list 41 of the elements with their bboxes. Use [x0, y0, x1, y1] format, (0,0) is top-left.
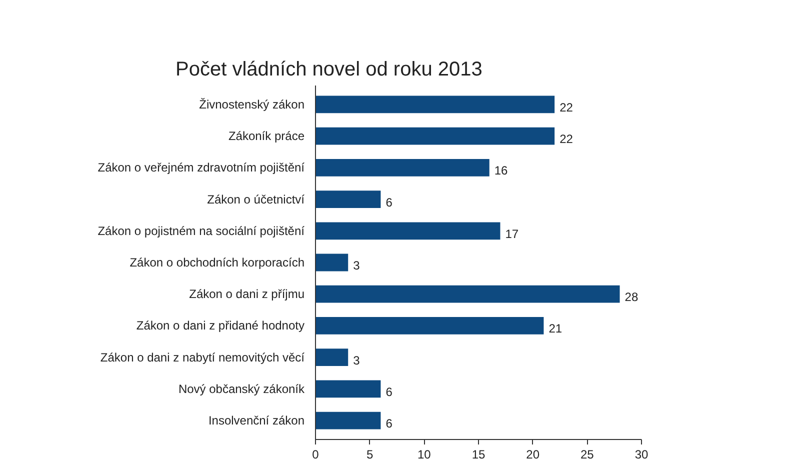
chart-title: Počet vládních novel od roku 2013 [176, 58, 482, 80]
bar [316, 412, 381, 430]
data-label: 16 [494, 164, 508, 178]
bar [316, 127, 555, 145]
data-label: 6 [386, 416, 393, 431]
bar [316, 380, 381, 398]
y-tick-label: Zákon o veřejném zdravotním pojištění [98, 160, 306, 175]
bar [316, 222, 500, 240]
x-tick-label: 25 [580, 448, 594, 462]
y-tick-label: Insolvenční zákon [208, 414, 305, 428]
y-tick-label: Zákon o pojistném na sociální pojištění [98, 224, 306, 238]
y-tick-label: Zákon o dani z přidané hodnoty [136, 318, 305, 333]
data-label: 21 [548, 322, 562, 336]
bar [316, 285, 620, 303]
data-label: 3 [353, 258, 360, 272]
y-tick-label: Zákon o obchodních korporacích [130, 256, 305, 270]
x-tick-label: 20 [526, 448, 540, 462]
data-label: 28 [624, 290, 638, 304]
x-tick-label: 10 [417, 448, 432, 462]
data-label: 6 [386, 384, 393, 399]
y-tick-label: Zákon o účetnictví [207, 192, 306, 206]
bar [316, 317, 544, 334]
data-label: 3 [353, 353, 360, 368]
x-tick-label: 30 [634, 448, 648, 462]
bar [316, 348, 348, 366]
data-label: 17 [505, 226, 519, 241]
bar [316, 190, 381, 208]
y-tick-label: Živnostenský zákon [199, 97, 305, 112]
x-tick-label: 15 [472, 448, 486, 462]
bar [316, 96, 555, 114]
y-tick-label: Zákon o dani z nabytí nemovitých věcí [100, 350, 306, 364]
data-label: 22 [560, 100, 574, 114]
bar [316, 254, 348, 272]
data-label: 22 [560, 132, 574, 146]
y-tick-label: Nový občanský zákoník [178, 382, 306, 396]
bar [316, 158, 490, 176]
y-tick-label: Zákon o dani z příjmu [189, 287, 304, 302]
x-tick-label: 0 [312, 448, 320, 462]
y-tick-label: Zákoník práce [228, 129, 305, 144]
x-tick-label: 5 [366, 448, 374, 462]
data-label: 6 [386, 195, 393, 210]
